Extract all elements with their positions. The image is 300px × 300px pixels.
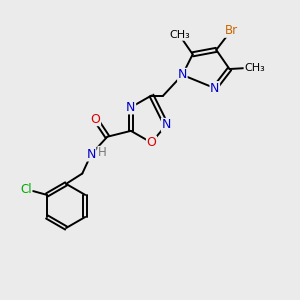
Text: N: N [161,118,171,131]
Text: Cl: Cl [20,183,32,196]
Text: N: N [178,68,187,81]
Text: CH₃: CH₃ [244,63,265,73]
Text: H: H [98,146,107,159]
Text: O: O [146,136,156,149]
Text: N: N [86,148,96,161]
Text: N: N [126,101,136,114]
Text: O: O [91,112,100,126]
Text: N: N [210,82,220,95]
Text: CH₃: CH₃ [169,30,190,40]
Text: Br: Br [224,24,238,37]
